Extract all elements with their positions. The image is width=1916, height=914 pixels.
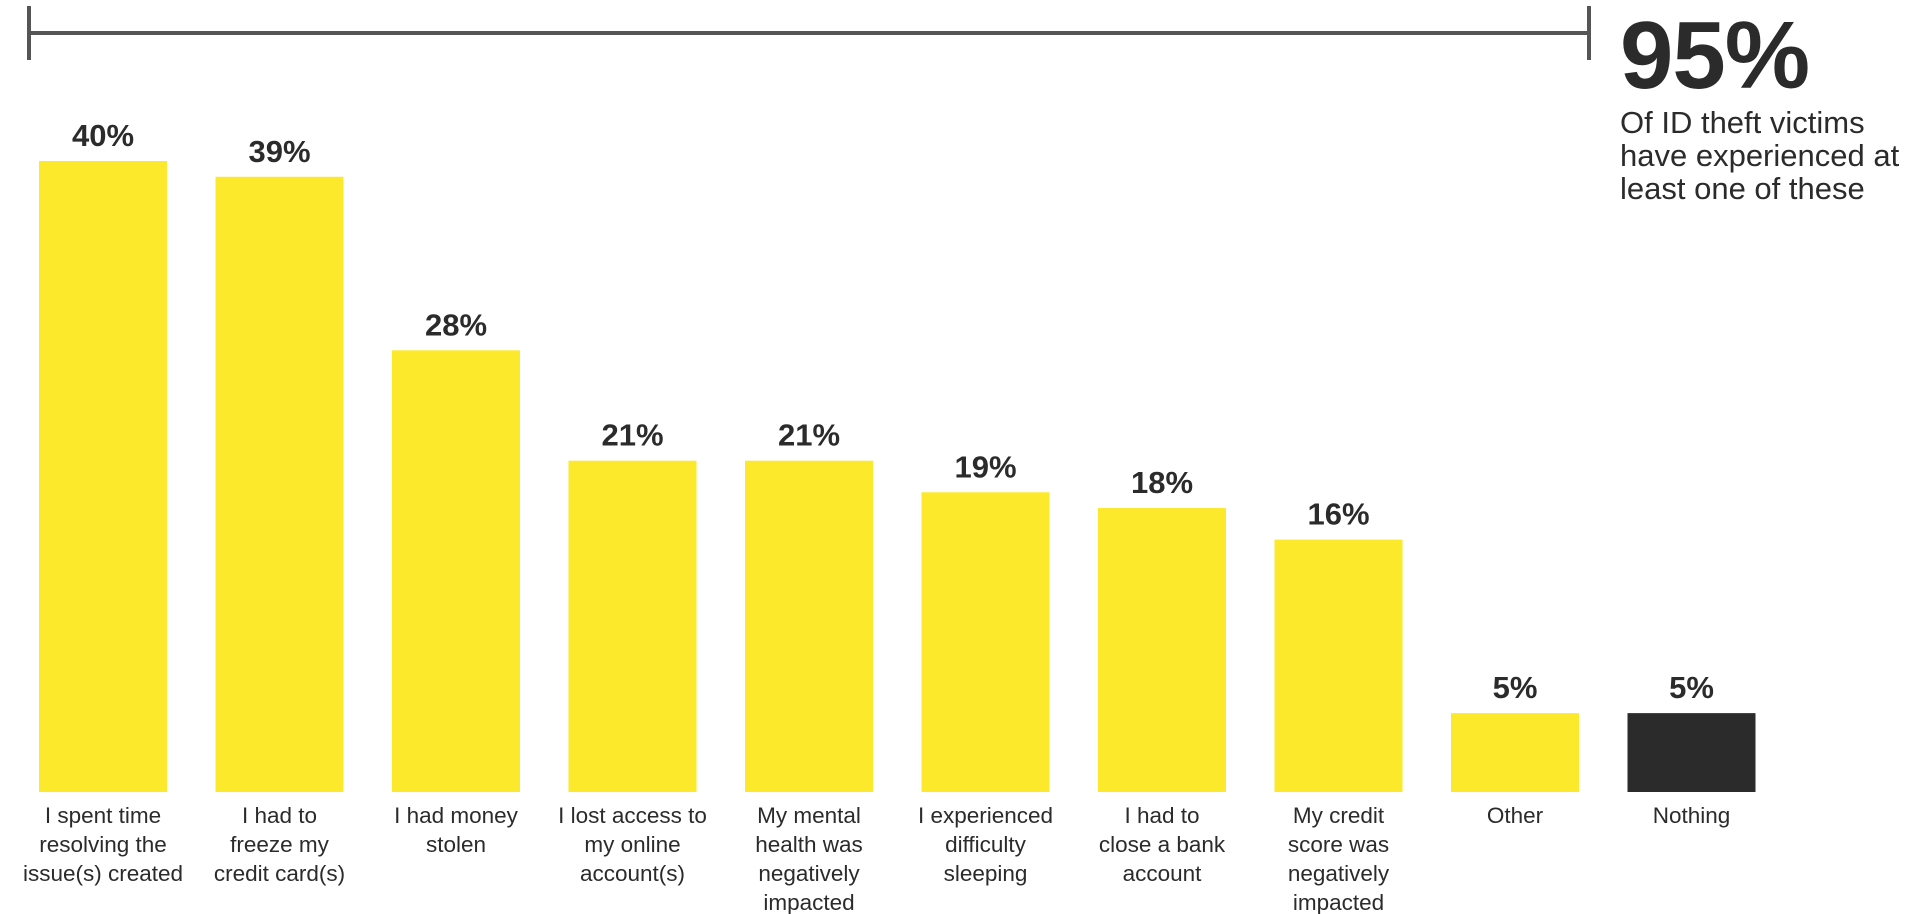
category-label-line: my online [584,832,680,857]
bars-group [39,161,1756,792]
category-label: Other [1487,803,1544,828]
category-label-line: My mental [757,803,861,828]
callout-value: 95% [1620,2,1810,109]
callout-text-line: Of ID theft victims [1620,105,1865,140]
category-label: My mental health was negatively impacted [755,803,863,914]
category-label-line: I had money [394,803,519,828]
category-label: I had money stolen [394,803,519,857]
callout-text: Of ID theft victims have experienced at … [1620,106,1910,205]
bar-value-label: 39% [248,134,310,169]
category-labels-group: I spent time resolving the issue(s) create… [23,803,1730,914]
value-labels-group: 40% 39% 28% 21% 21% 19% 18% 16% 5% 5% [72,118,1714,705]
category-label-line: impacted [1293,890,1384,914]
bar-value-label: 19% [954,449,1016,484]
category-label-line: close a bank [1099,832,1226,857]
category-label-line: I spent time [45,803,161,828]
category-label-line: Other [1487,803,1544,828]
category-label-line: I had to [1124,803,1199,828]
category-label-line: score was [1288,832,1389,857]
bar-2 [215,176,344,792]
category-label-line: Nothing [1653,803,1731,828]
bar-3 [392,350,520,792]
category-label-line: I had to [242,803,317,828]
bar-value-label: 21% [778,418,840,453]
bar-5 [745,460,873,792]
category-label: I had to close a bank account [1099,803,1226,886]
bar-8 [1274,539,1403,792]
category-label-line: I experienced [918,803,1053,828]
bar-1 [39,161,167,792]
category-label: I spent time resolving the issue(s) create… [23,803,183,886]
category-label-line: freeze my [230,832,330,857]
bar-6 [921,492,1050,792]
callout-text-line: have experienced at [1620,138,1900,173]
category-label: I lost access to my online account(s) [558,803,707,886]
category-label: I had to freeze my credit card(s) [214,803,345,886]
bar-4 [568,460,697,792]
category-label: I experienced difficulty sleeping [918,803,1053,886]
category-label: My credit score was negatively impacted [1288,803,1390,914]
category-label-line: issue(s) created [23,861,183,886]
bar-9 [1451,713,1579,792]
category-label-line: account(s) [580,861,685,886]
bar-value-label: 5% [1669,670,1714,705]
bar-7 [1098,508,1226,792]
category-label-line: My credit [1293,803,1385,828]
category-label: Nothing [1653,803,1731,828]
callout-text-line: least one of these [1620,171,1865,206]
bar-value-label: 5% [1493,670,1538,705]
range-bracket [27,6,1591,60]
bar-10 [1627,713,1756,792]
category-label-line: credit card(s) [214,861,345,886]
category-label-line: negatively [1288,861,1390,886]
category-label-line: resolving the [39,832,167,857]
category-label-line: negatively [758,861,860,886]
category-label-line: health was [755,832,863,857]
bar-value-label: 28% [425,307,487,342]
category-label-line: stolen [426,832,486,857]
category-label-line: sleeping [944,861,1028,886]
category-label-line: I lost access to [558,803,707,828]
category-label-line: difficulty [945,832,1027,857]
category-label-line: account [1123,861,1203,886]
bar-value-label: 18% [1131,465,1193,500]
summary-callout: 95% Of ID theft victims have experienced… [1620,2,1910,206]
category-label-line: impacted [763,890,854,914]
bar-value-label: 21% [601,418,663,453]
bar-value-label: 16% [1307,497,1369,532]
bar-value-label: 40% [72,118,134,153]
